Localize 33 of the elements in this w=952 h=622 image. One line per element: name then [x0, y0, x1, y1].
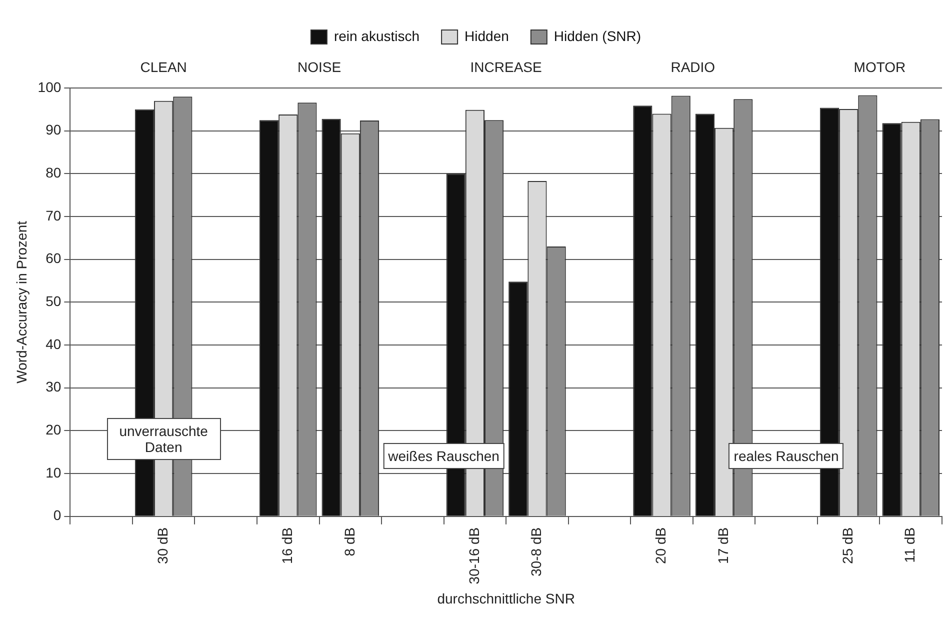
text: CLEAN: [140, 58, 187, 75]
y-tick-label: 40: [46, 336, 62, 352]
x-tick-label: 25 dB: [839, 527, 856, 564]
x-tick-label: 30-16 dB: [466, 527, 482, 584]
legend-label: Hidden (SNR): [554, 28, 642, 44]
text-box: unverrauschte Daten: [106, 418, 221, 460]
x-tick-label: 16 dB: [278, 527, 295, 564]
x-tick-label: 11 dB: [902, 527, 918, 563]
x-tick-label: 30 dB: [154, 527, 170, 564]
text: RADIO: [670, 58, 716, 75]
legend-label: rein akustisch: [334, 28, 420, 44]
text: INCREASE: [470, 58, 542, 75]
x-tick-label: 30-8 dB: [528, 527, 544, 576]
y-tick-label: 60: [46, 250, 62, 266]
y-tick-label: 20: [46, 422, 62, 438]
x-tick-label: 20 dB: [652, 527, 669, 564]
y-tick-label: 30: [46, 378, 62, 395]
y-tick-label: 100: [38, 78, 62, 95]
y-tick-label: 50: [46, 293, 62, 310]
y-tick-label: 90: [46, 122, 62, 138]
legend-label: Hidden: [464, 28, 509, 44]
y-tick-label: 70: [46, 207, 62, 224]
text: MOTOR: [854, 58, 906, 75]
y-tick-label: 10: [46, 464, 62, 480]
x-tick-label: 17 dB: [714, 527, 731, 564]
y-axis-title: Word-Accuracy in Prozent: [13, 220, 30, 384]
x-axis-title: durchschnittliche SNR: [437, 590, 575, 606]
x-tick-label: 8 dB: [341, 527, 358, 556]
y-tick-label: 0: [53, 507, 62, 524]
text-box: weißes Rauschen: [383, 443, 504, 470]
text-box: reales Rauschen: [728, 443, 844, 470]
text: NOISE: [297, 58, 342, 75]
y-tick-label: 80: [46, 164, 62, 181]
